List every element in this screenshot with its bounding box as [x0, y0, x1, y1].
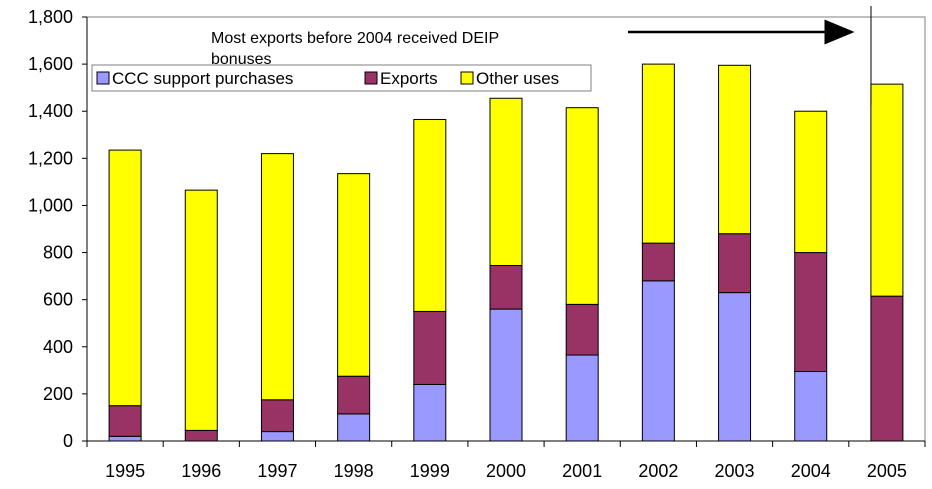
x-tick-label: 2000 — [486, 461, 526, 481]
y-tick-label: 1,200 — [28, 148, 73, 168]
y-tick-label: 200 — [43, 384, 73, 404]
bar-segment-exports-2002 — [641, 242, 675, 282]
legend-label-other: Other uses — [476, 69, 559, 88]
x-axis: 1995 1996 1997 1998 1999 2000 2001 2002 2003 2004… — [86, 440, 926, 481]
x-tick-label: 2005 — [867, 461, 907, 481]
x-tick-label: 1998 — [334, 461, 374, 481]
y-tick-label: 400 — [43, 337, 73, 357]
x-tick-label: 1997 — [257, 461, 297, 481]
bar-segment-ccc-1999 — [413, 383, 447, 442]
legend: CCC support purchases Exports Other uses — [91, 64, 592, 92]
y-tick-label: 600 — [43, 290, 73, 310]
legend-box — [91, 64, 592, 92]
bar-segment-ccc-2000 — [489, 308, 523, 442]
bar-segment-other-2000 — [489, 97, 523, 267]
y-tick-label: 0 — [63, 431, 73, 451]
bar-segment-other-2005 — [870, 83, 904, 297]
x-tick-label: 1999 — [410, 461, 450, 481]
bar-segment-exports-2003 — [718, 233, 752, 294]
bar-segment-exports-1996 — [184, 429, 218, 442]
bar-segment-ccc-2002 — [641, 280, 675, 442]
bar-segment-ccc-1997 — [260, 431, 294, 442]
bar-segment-other-1996 — [184, 189, 218, 431]
legend-swatch-exports — [364, 71, 378, 85]
y-tick-label: 1,400 — [28, 101, 73, 121]
bar-segment-exports-2000 — [489, 265, 523, 310]
y-axis: 0 200 400 600 800 1,000 1,200 1,400 1,600 1,800 — [28, 7, 88, 451]
annotation: Most exports before 2004 received DEIP b… — [211, 6, 872, 105]
bar-segment-exports-2001 — [565, 303, 599, 356]
y-tick-label: 1,800 — [28, 7, 73, 27]
bar-segment-exports-1997 — [260, 399, 294, 433]
bar-segment-other-2004 — [794, 110, 828, 254]
x-tick-label: 2001 — [562, 461, 602, 481]
annotation-line-1: Most exports before 2004 received DEIP — [211, 30, 499, 47]
bar-segment-ccc-1998 — [337, 413, 371, 442]
bar-segment-other-1995 — [108, 149, 142, 407]
x-tick-label: 2004 — [791, 461, 831, 481]
y-tick-label: 1,000 — [28, 195, 73, 215]
legend-swatch-other — [460, 71, 474, 85]
legend-label-ccc: CCC support purchases — [112, 69, 293, 88]
bar-segment-exports-1995 — [108, 405, 142, 437]
y-tick-label: 800 — [43, 243, 73, 263]
bar-segment-exports-1999 — [413, 310, 447, 385]
x-tick-label: 2003 — [715, 461, 755, 481]
x-tick-label: 1995 — [105, 461, 145, 481]
bar-segment-other-2003 — [718, 64, 752, 235]
bar-segment-other-2001 — [565, 107, 599, 305]
y-tick-label: 1,600 — [28, 54, 73, 74]
legend-swatch-ccc — [96, 71, 110, 85]
bars — [108, 63, 904, 442]
legend-label-exports: Exports — [380, 69, 438, 88]
bar-segment-exports-2005 — [870, 295, 904, 442]
bar-segment-other-1999 — [413, 118, 447, 312]
annotation-line-2: bonuses — [211, 51, 272, 68]
bar-segment-other-2002 — [641, 63, 675, 244]
bar-segment-ccc-1995 — [108, 435, 142, 442]
bar-segment-other-1998 — [337, 173, 371, 377]
x-tick-label: 2002 — [638, 461, 678, 481]
x-tick-label: 1996 — [181, 461, 221, 481]
bar-segment-exports-2004 — [794, 252, 828, 373]
bar-segment-ccc-2001 — [565, 354, 599, 442]
bar-segment-other-1997 — [260, 153, 294, 401]
bar-segment-exports-1998 — [337, 375, 371, 415]
bar-segment-ccc-2003 — [718, 292, 752, 442]
bar-segment-ccc-2004 — [794, 371, 828, 442]
